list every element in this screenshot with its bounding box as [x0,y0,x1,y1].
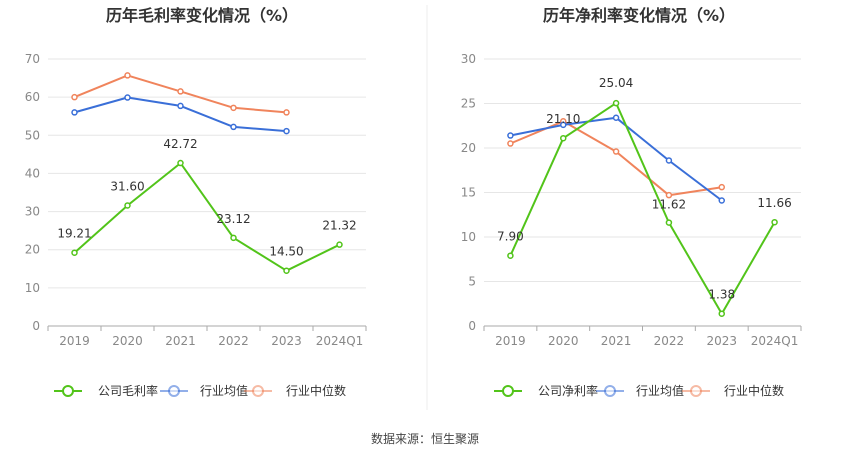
data-point-industry_avg [71,109,78,116]
data-point-industry_avg [507,132,514,139]
series-line-company [73,162,340,272]
source-value: 恒生聚源 [431,432,480,446]
x-tick-label: 2023 [271,334,302,348]
chart-title: 历年毛利率变化情况（%） [106,6,298,25]
x-tick-label: 2023 [706,334,737,348]
data-label: 25.04 [599,76,633,90]
series-line-industry_avg [510,116,723,202]
x-tick-label: 2019 [59,334,90,348]
data-point-industry_avg [718,197,725,204]
y-tick-label: 0 [468,319,476,333]
data-point-company [771,218,778,226]
legend-marker-industry_avg [604,385,616,397]
data-point-company [336,241,343,248]
y-tick-label: 20 [25,243,40,257]
y-tick-label: 15 [461,186,476,200]
data-point-company [71,249,78,256]
data-label: 11.62 [652,198,686,212]
y-tick-label: 20 [461,141,476,155]
data-point-industry_median [612,148,620,155]
x-tick-label: 2022 [218,334,249,348]
chart-panel-1: 历年毛利率变化情况（%） 0 10 20 30 40 50 60 70 2019 2020 2021 2… [25,6,367,398]
data-label: 19.21 [57,227,91,241]
data-point-industry_avg [177,102,184,110]
y-tick-label: 30 [461,52,476,66]
series-line-industry_avg [74,96,287,133]
data-label: 7.90 [497,230,524,244]
data-point-company [230,234,237,242]
data-point-industry_avg [612,114,620,121]
data-point-industry_median [718,183,725,191]
data-point-industry_median [71,93,78,101]
data-label: 1.38 [708,288,735,302]
legend-marker-company [62,385,74,397]
y-tick-label: 70 [25,52,40,66]
x-tick-label: 2020 [548,334,579,348]
y-tick-label: 0 [32,319,40,333]
y-tick-label: 30 [25,205,40,219]
data-point-industry_median [283,109,290,116]
legend-label-industry_median: 行业中位数 [286,383,346,398]
y-tick-label: 25 [461,97,476,111]
data-point-industry_median [665,191,673,199]
data-label: 42.72 [163,137,197,151]
data-source-note: 数据来源：恒生聚源 [0,430,850,447]
data-point-industry_median [507,140,514,147]
x-tick-label: 2024Q1 [751,334,799,348]
y-tick-label: 60 [25,90,40,104]
data-point-industry_avg [283,127,290,135]
data-point-industry_avg [665,157,673,164]
chart-panel-2: 历年净利率变化情况（%） 0 5 10 15 20 25 30 2019 2020 2021 2022… [461,6,802,398]
data-label: 14.50 [269,245,303,259]
x-tick-label: 2020 [112,334,143,348]
data-point-company [665,219,673,226]
data-point-company [283,267,290,274]
legend-marker-company [502,385,514,397]
data-point-company [177,159,184,167]
x-tick-label: 2021 [601,334,632,348]
data-point-company [718,310,725,317]
data-point-industry_median [230,104,237,112]
data-label: 21.32 [322,219,356,233]
legend-marker-industry_median [252,385,264,397]
data-label: 11.66 [757,196,791,210]
legend-label-industry_avg: 行业均值 [636,383,684,398]
y-tick-label: 50 [25,128,40,142]
x-tick-label: 2021 [165,334,196,348]
legend-label-company: 公司毛利率 [98,383,158,398]
series-line-company [509,102,776,315]
data-point-company [124,202,131,209]
x-tick-label: 2019 [495,334,526,348]
legend-marker-industry_avg [168,385,180,397]
y-tick-label: 10 [461,230,476,244]
data-point-company [560,134,567,142]
legend-label-company: 公司净利率 [538,383,598,398]
x-tick-label: 2024Q1 [316,334,364,348]
chart-title: 历年净利率变化情况（%） [543,6,735,25]
data-point-industry_median [124,72,131,79]
data-point-industry_avg [124,94,131,101]
data-point-company [612,99,620,107]
data-label: 21.10 [546,112,580,126]
data-point-industry_median [177,88,184,95]
data-point-industry_avg [230,123,237,131]
legend-label-industry_avg: 行业均值 [200,383,248,398]
y-tick-label: 5 [468,275,476,289]
y-tick-label: 40 [25,166,40,180]
legend-label-industry_median: 行业中位数 [724,383,784,398]
source-label: 数据来源： [370,432,431,446]
x-tick-label: 2022 [654,334,685,348]
data-label: 23.12 [216,212,250,226]
data-point-company [507,252,514,259]
data-point-industry_avg [560,121,567,129]
data-label: 31.60 [110,179,144,193]
y-tick-label: 10 [25,281,40,295]
legend-marker-industry_median [690,385,702,397]
